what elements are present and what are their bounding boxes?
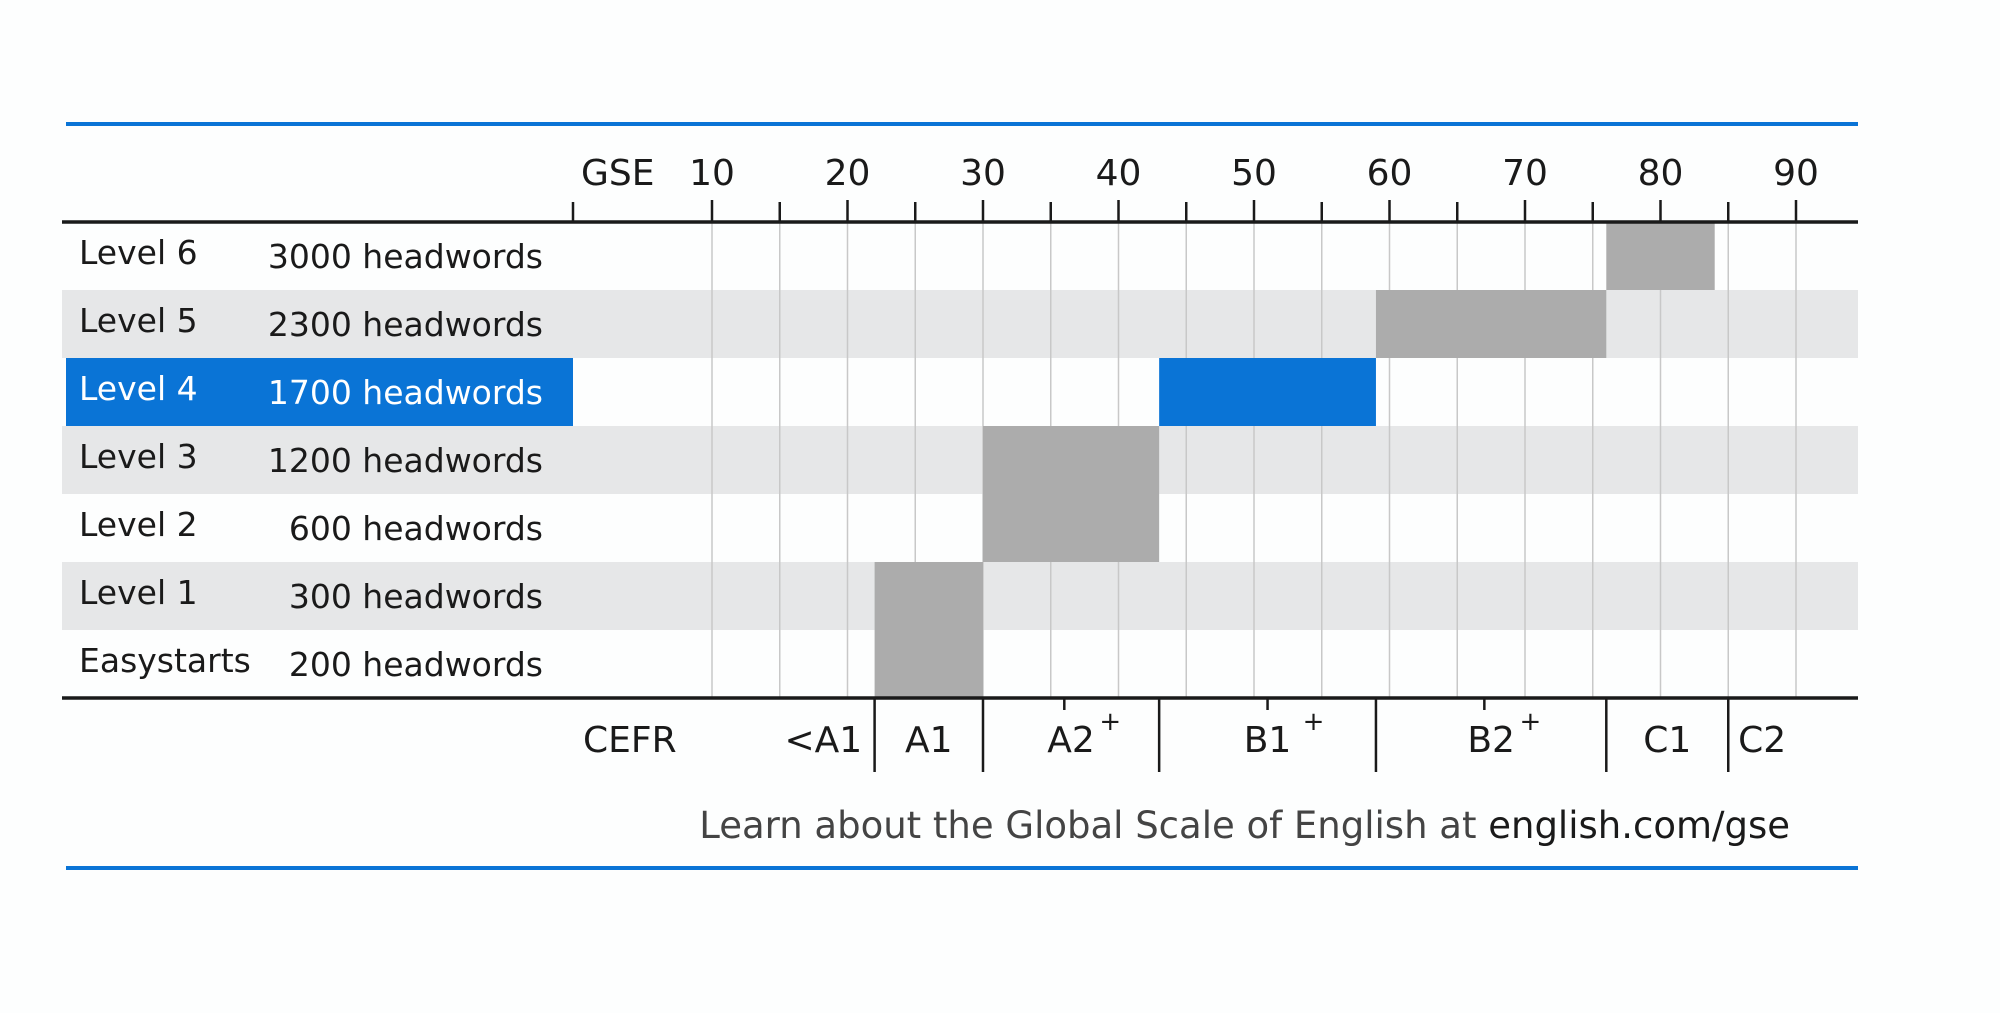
- cefr-band-label: C1: [1643, 720, 1691, 761]
- level-name: Level 4: [79, 369, 198, 408]
- gse-tick-label: 10: [689, 153, 735, 194]
- gse-tick-label: 70: [1502, 153, 1548, 194]
- gse-tick-label: 30: [960, 153, 1006, 194]
- gse-tick-label: 60: [1367, 153, 1413, 194]
- level-headwords: 600 headwords: [289, 509, 543, 548]
- level-headwords: 3000 headwords: [268, 237, 543, 276]
- level-bar: [874, 562, 983, 630]
- footer-link[interactable]: english.com/gse: [1488, 804, 1790, 847]
- footer-text: Learn about the Global Scale of English …: [699, 804, 1790, 847]
- cefr-band-label: B1: [1244, 720, 1292, 761]
- level-name: Level 3: [79, 437, 198, 476]
- gse-tick-label: 90: [1773, 153, 1819, 194]
- level-bar: [983, 494, 1160, 562]
- level-headwords: 1200 headwords: [268, 441, 543, 480]
- level-headwords: 2300 headwords: [268, 305, 543, 344]
- level-bar-highlight: [1159, 358, 1376, 426]
- cefr-band-label: A2: [1047, 720, 1095, 761]
- level-name: Level 6: [79, 233, 198, 272]
- cefr-plus-sign: +: [1303, 707, 1325, 737]
- level-headwords: 200 headwords: [289, 645, 543, 684]
- level-name: Level 1: [79, 573, 198, 612]
- level-name: Level 2: [79, 505, 198, 544]
- level-bar: [1606, 222, 1715, 290]
- level-bar: [1375, 290, 1607, 358]
- level-name: Easystarts: [79, 641, 251, 680]
- level-headwords: 1700 headwords: [268, 373, 543, 412]
- gse-tick-label: 20: [825, 153, 871, 194]
- cefr-band-label: B2: [1467, 720, 1515, 761]
- cefr-plus-sign: +: [1099, 707, 1121, 737]
- gse-tick-label: 80: [1638, 153, 1684, 194]
- cefr-band-label: C2: [1738, 720, 1786, 761]
- level-name: Level 5: [79, 301, 198, 340]
- cefr-label: CEFR: [583, 720, 677, 761]
- level-headwords: 300 headwords: [289, 577, 543, 616]
- level-bar: [983, 426, 1160, 494]
- row-stripe: [62, 426, 1858, 494]
- cefr-plus-sign: +: [1519, 707, 1541, 737]
- footer-caption: Learn about the Global Scale of English …: [699, 804, 1488, 847]
- cefr-band-label: <A1: [784, 720, 862, 761]
- level-label-highlight: [66, 358, 573, 426]
- gse-tick-label: 50: [1231, 153, 1277, 194]
- level-bar: [874, 630, 983, 698]
- gse-axis-label: GSE: [581, 153, 655, 194]
- gse-tick-label: 40: [1096, 153, 1142, 194]
- cefr-band-label: A1: [905, 720, 953, 761]
